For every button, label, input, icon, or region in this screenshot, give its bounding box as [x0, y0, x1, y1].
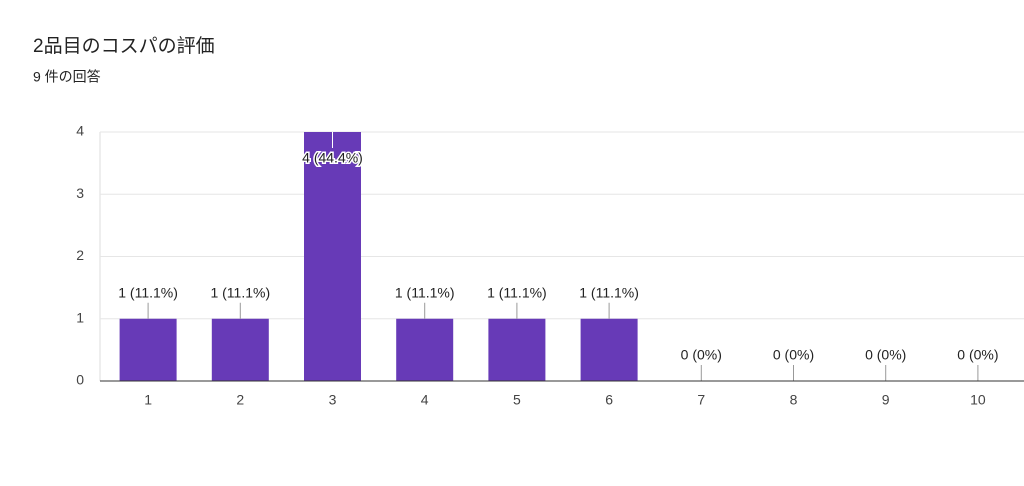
value-label: 0 (0%): [865, 347, 906, 363]
y-tick-label: 0: [76, 372, 84, 388]
x-tick-label: 2: [236, 392, 244, 408]
x-tick-label: 1: [144, 392, 152, 408]
value-label: 0 (0%): [773, 347, 814, 363]
bar: [580, 318, 638, 381]
x-tick-label: 4: [421, 392, 429, 408]
value-label: 1 (11.1%): [395, 284, 455, 300]
x-tick-label: 8: [790, 392, 798, 408]
value-label: 1 (11.1%): [118, 284, 178, 300]
value-label: 1 (11.1%): [579, 284, 639, 300]
value-label: 1 (11.1%): [210, 284, 270, 300]
y-tick-label: 2: [76, 247, 84, 263]
x-tick-label: 6: [605, 392, 613, 408]
chart-subtitle: 9 件の回答: [33, 69, 101, 85]
bar: [304, 132, 361, 381]
value-label: 0 (0%): [957, 347, 998, 363]
y-tick-label: 3: [76, 185, 84, 201]
value-label: 1 (11.1%): [487, 284, 547, 300]
y-tick-label: 1: [76, 309, 84, 325]
bar: [119, 318, 177, 381]
y-tick-label: 4: [76, 123, 84, 139]
x-tick-label: 5: [513, 392, 521, 408]
bar: [211, 318, 269, 381]
x-tick-label: 10: [970, 392, 986, 408]
chart-title: 2品目のコスパの評価: [33, 35, 215, 57]
x-tick-label: 9: [882, 392, 890, 408]
bar: [396, 318, 454, 381]
value-label: 4 (44.4%): [302, 150, 363, 166]
value-label: 0 (0%): [681, 347, 722, 363]
x-tick-label: 3: [329, 392, 337, 408]
x-tick-label: 7: [697, 392, 705, 408]
bar: [488, 318, 546, 381]
